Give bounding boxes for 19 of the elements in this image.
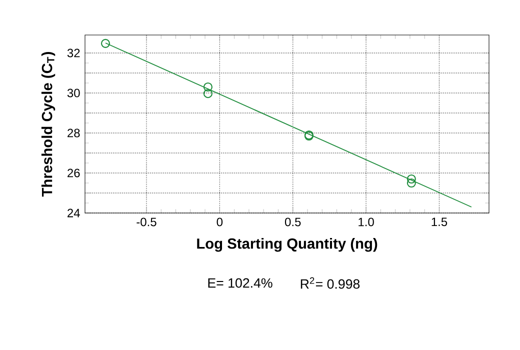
y-tick-label: 30 [67, 88, 80, 98]
x-tick-label: 1.5 [432, 218, 448, 226]
y-tick-label: 28 [68, 128, 80, 138]
point [406, 174, 416, 184]
y-axis-title: Threshold Cycle (C$_{T}$) [41, 52, 56, 197]
y-tick-label: 24 [68, 208, 80, 218]
x-tick-label: 1.0 [358, 218, 374, 226]
point [100, 38, 110, 48]
x-axis-title: Log Starting Quantity (ng) [197, 238, 378, 252]
text: E= 102.4% [208, 278, 272, 288]
point [406, 178, 416, 188]
x-tick-label: 0.5 [284, 218, 301, 226]
y-tick-label: 32 [67, 48, 80, 58]
point [203, 89, 212, 98]
y-tick-label: 26 [68, 168, 80, 178]
text: R$^{2}$= 0.998 [300, 277, 360, 289]
point [203, 82, 212, 92]
x-tick-label: -0.5 [136, 218, 156, 226]
x-tick-label: 0 [216, 218, 223, 226]
